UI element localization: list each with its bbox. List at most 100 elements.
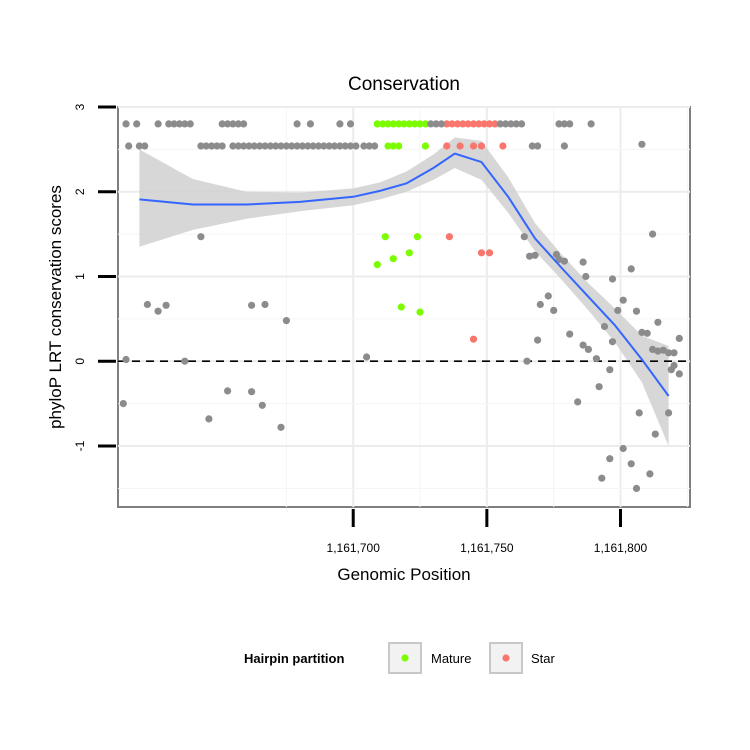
other-point [520, 233, 528, 241]
other-point [133, 120, 141, 128]
other-point [579, 258, 587, 266]
other-point [649, 230, 657, 238]
other-point [638, 328, 646, 336]
other-point [229, 120, 237, 128]
other-point [277, 142, 285, 150]
other-point [534, 336, 542, 344]
other-point [256, 142, 264, 150]
smooth-line [139, 152, 670, 397]
other-point [325, 142, 333, 150]
other-point [432, 120, 440, 128]
data-points [119, 120, 683, 492]
other-point [352, 142, 360, 150]
other-point [654, 318, 662, 326]
mature-point [397, 303, 405, 311]
other-point [606, 455, 614, 463]
legend-label-star: Star [531, 651, 556, 666]
other-point [632, 307, 641, 315]
mature-point [421, 120, 429, 128]
other-point [523, 357, 531, 365]
other-point [314, 142, 323, 150]
other-point [528, 142, 536, 150]
star-point [499, 142, 507, 150]
legend-swatch-mature [401, 654, 409, 662]
y-tick-label: 1 [73, 273, 87, 280]
other-point [531, 251, 539, 259]
star-point [469, 120, 478, 128]
x-tick-label: 1,161,700 [327, 541, 381, 555]
other-point [261, 300, 269, 309]
other-point [600, 322, 609, 331]
other-point [643, 329, 651, 337]
other-point [208, 142, 216, 150]
star-point [453, 120, 462, 128]
star-point [448, 120, 456, 128]
other-point [507, 120, 515, 128]
other-point [218, 142, 226, 150]
mature-point [395, 120, 403, 128]
other-point [566, 120, 574, 128]
other-point [125, 142, 133, 150]
other-point [365, 142, 373, 150]
other-point [320, 142, 328, 150]
other-point [181, 357, 189, 365]
legend-title: Hairpin partition [244, 651, 344, 666]
other-point [560, 120, 569, 128]
other-point [584, 345, 593, 353]
mature-point [384, 120, 392, 128]
mature-point [379, 120, 387, 128]
other-point [675, 370, 683, 378]
other-point [560, 142, 569, 150]
other-point [162, 301, 170, 309]
other-point [336, 142, 344, 150]
other-point [261, 142, 269, 150]
other-point [496, 120, 504, 128]
other-point [175, 120, 184, 128]
y-tick-label: 0 [73, 358, 87, 365]
other-point [627, 460, 635, 468]
star-point [459, 120, 467, 128]
y-tick-label: 3 [73, 103, 87, 110]
other-point [582, 272, 590, 281]
other-point [248, 301, 256, 309]
other-point [646, 470, 654, 478]
other-point [240, 120, 248, 128]
other-point [587, 120, 595, 128]
other-point [119, 400, 127, 408]
star-point [477, 249, 486, 257]
axes: -1 0 1 2 3 1,161,700 1,161,750 1,161,800 [73, 103, 648, 555]
other-point [614, 306, 622, 314]
other-point [667, 366, 675, 374]
star-point [485, 249, 494, 257]
other-point [651, 430, 659, 438]
other-point [665, 349, 673, 357]
other-point [141, 142, 149, 150]
other-point [234, 120, 242, 128]
other-point [534, 142, 542, 150]
other-point [566, 330, 574, 338]
mature-point [416, 120, 424, 128]
mature-point [405, 120, 413, 128]
other-point [258, 401, 266, 409]
mature-point [384, 142, 392, 150]
other-point [202, 142, 210, 150]
other-point [632, 484, 641, 492]
other-point [218, 120, 226, 128]
other-point [360, 142, 368, 150]
star-point [477, 142, 486, 150]
mature-point [395, 142, 403, 150]
other-point [213, 142, 221, 150]
other-point [181, 120, 189, 128]
mature-point [413, 233, 421, 241]
y-axis-title: phyloP LRT conservation scores [46, 185, 65, 429]
mature-point [373, 261, 381, 269]
chart-title: Conservation [348, 74, 460, 95]
other-point [555, 120, 563, 128]
other-point [638, 140, 646, 148]
x-tick-label: 1,161,750 [460, 541, 514, 555]
other-point [197, 233, 205, 241]
other-point [654, 347, 662, 355]
other-point [170, 120, 178, 128]
confidence-ribbon [139, 137, 669, 446]
